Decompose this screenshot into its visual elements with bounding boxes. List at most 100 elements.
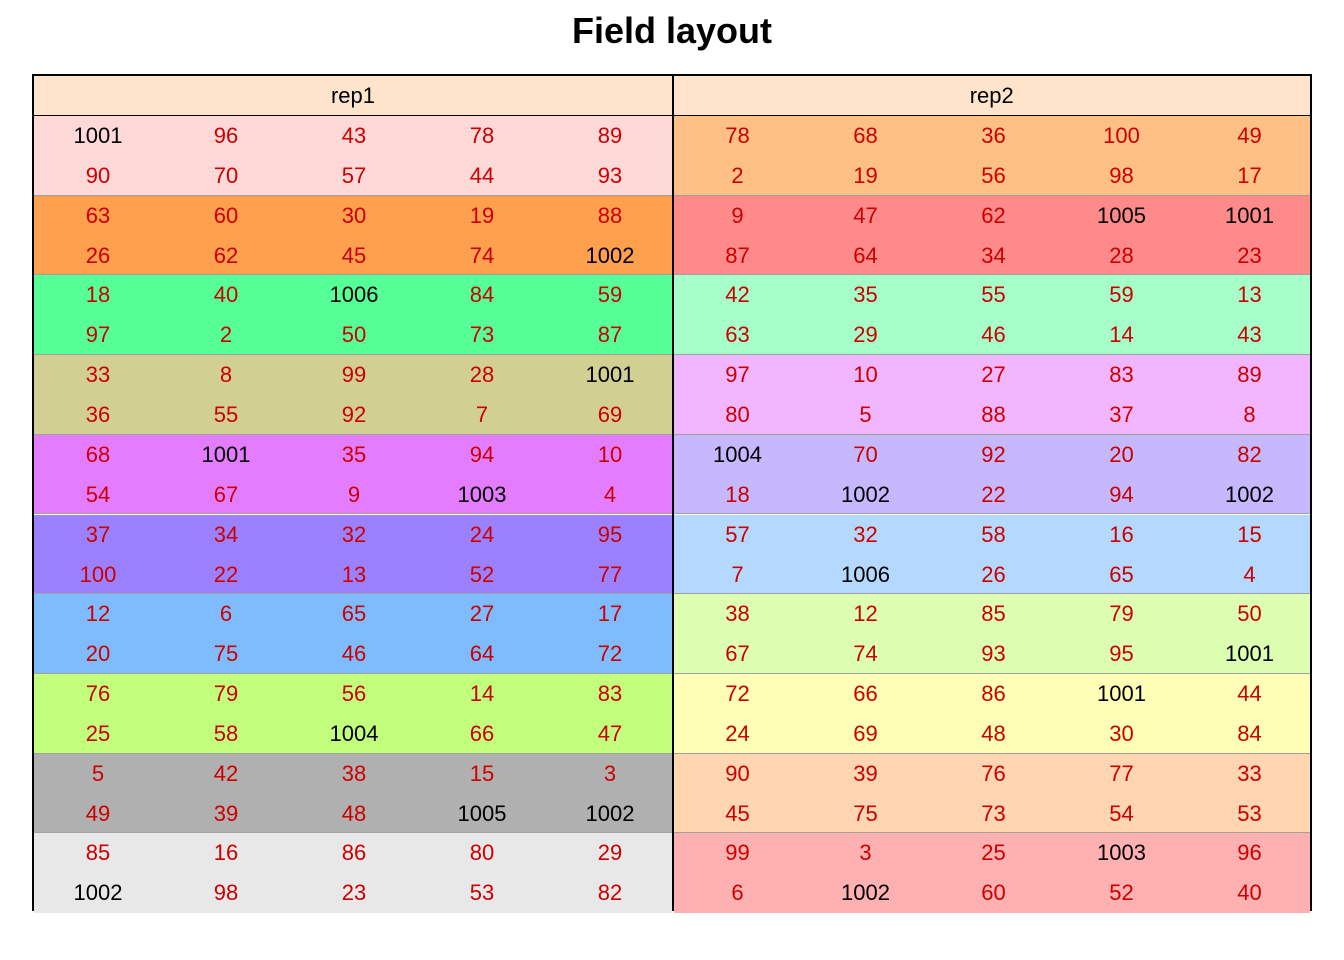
block-rep2-9: 90 39 76 77 33 45 75 73 54 53 bbox=[673, 753, 1310, 834]
block-rep2-1: 78 68 36 100 49 2 19 56 98 17 bbox=[673, 116, 1310, 196]
plot-cell: 38 bbox=[725, 601, 750, 627]
plot-cell: 27 bbox=[981, 362, 1006, 388]
plot-cell: 68 bbox=[853, 123, 878, 148]
plot-cell: 25 bbox=[981, 840, 1006, 866]
plot-cell: 74 bbox=[853, 641, 878, 667]
plot-cell: 68 bbox=[85, 441, 111, 467]
plot-cell: 85 bbox=[981, 601, 1006, 627]
plot-cell: 1005 bbox=[1097, 202, 1146, 228]
plot-cell: 1001 bbox=[585, 362, 635, 388]
plot-cell: 20 bbox=[85, 641, 111, 667]
plot-cell: 79 bbox=[1109, 601, 1134, 627]
block-rep1-3: 18 40 1006 84 59 97 2 50 73 87 bbox=[34, 275, 672, 356]
plot-cell: 67 bbox=[725, 641, 750, 667]
plot-cell: 77 bbox=[1109, 760, 1134, 786]
plot-cell: 49 bbox=[1237, 123, 1262, 148]
plot-cell: 45 bbox=[725, 800, 750, 826]
plot-cell: 40 bbox=[1237, 880, 1262, 906]
plot-cell: 75 bbox=[853, 800, 878, 826]
block-rep1-8: 76 79 56 14 83 25 58 1004 66 47 bbox=[34, 673, 672, 754]
plot-cell: 94 bbox=[469, 441, 495, 467]
plot-cell: 66 bbox=[853, 680, 878, 706]
plot-cell: 80 bbox=[725, 402, 750, 428]
plot-cell: 1002 bbox=[585, 800, 635, 826]
block-rep2-7: 38 12 85 79 50 67 74 93 95 1001 bbox=[673, 594, 1310, 674]
plot-cell: 26 bbox=[981, 561, 1006, 587]
plot-cell: 29 bbox=[597, 840, 623, 866]
plot-cell: 74 bbox=[469, 242, 495, 268]
block-rep1-1: 1001 96 43 78 89 90 70 57 44 93 bbox=[34, 116, 672, 196]
plot-cell: 56 bbox=[341, 680, 367, 706]
plot-cell: 97 bbox=[85, 322, 111, 348]
plot-cell: 22 bbox=[981, 481, 1006, 507]
plot-cell: 13 bbox=[1237, 282, 1262, 308]
plot-cell: 36 bbox=[981, 123, 1006, 148]
plot-cell: 10 bbox=[597, 441, 623, 467]
plot-cell: 6 bbox=[731, 880, 744, 906]
plot-cell: 58 bbox=[981, 521, 1006, 547]
plot-cell: 32 bbox=[853, 521, 878, 547]
plot-cell: 72 bbox=[725, 680, 750, 706]
plot-cell: 23 bbox=[341, 880, 367, 906]
plot-cell: 69 bbox=[853, 720, 878, 746]
plot-cell: 59 bbox=[597, 282, 623, 308]
plot-cell: 66 bbox=[469, 720, 495, 746]
plot-cell: 45 bbox=[341, 242, 367, 268]
plot-cell: 29 bbox=[853, 322, 878, 348]
block-rep2-2: 9 47 62 1005 1001 87 64 34 28 23 bbox=[673, 195, 1310, 276]
plot-cell: 46 bbox=[341, 641, 367, 667]
plot-cell: 78 bbox=[725, 123, 750, 148]
plot-cell: 82 bbox=[1237, 441, 1262, 467]
plot-cell: 98 bbox=[1109, 163, 1134, 188]
plot-cell: 100 bbox=[1103, 123, 1140, 148]
plot-cell: 79 bbox=[213, 680, 239, 706]
plot-cell: 1002 bbox=[585, 242, 635, 268]
plot-cell: 60 bbox=[213, 202, 239, 228]
block-rep2-4: 97 10 27 83 89 80 5 88 37 8 bbox=[673, 355, 1310, 435]
plot-cell: 96 bbox=[1237, 840, 1262, 866]
plot-cell: 59 bbox=[1109, 282, 1134, 308]
plot-cell: 24 bbox=[469, 521, 495, 547]
plot-cell: 24 bbox=[725, 720, 750, 746]
plot-cell: 48 bbox=[981, 720, 1006, 746]
plot-cell: 62 bbox=[213, 242, 239, 268]
rep-divider bbox=[672, 76, 674, 909]
plot-cell: 76 bbox=[85, 680, 111, 706]
plot-cell: 43 bbox=[1237, 322, 1262, 348]
block-rep2-6: 57 32 58 16 15 7 1006 26 65 4 bbox=[673, 514, 1310, 595]
plot-cell: 65 bbox=[341, 601, 367, 627]
plot-cell: 14 bbox=[1109, 322, 1134, 348]
plot-cell: 77 bbox=[597, 561, 623, 587]
block-rep2-3: 42 35 55 59 13 63 29 46 14 43 bbox=[673, 275, 1310, 356]
plot-cell: 42 bbox=[725, 282, 750, 308]
plot-cell: 3 bbox=[603, 760, 617, 786]
plot-cell: 36 bbox=[85, 402, 111, 428]
plot-cell: 75 bbox=[213, 641, 239, 667]
rep-header-rep2: rep2 bbox=[673, 76, 1310, 116]
plot-cell: 10 bbox=[853, 362, 878, 388]
plot-cell: 8 bbox=[1243, 402, 1256, 428]
plot-cell: 49 bbox=[85, 800, 111, 826]
plot-cell: 1004 bbox=[713, 441, 762, 467]
plot-cell: 1001 bbox=[1225, 641, 1274, 667]
plot-cell: 9 bbox=[731, 202, 744, 228]
block-rep1-4: 33 8 99 28 1001 36 55 92 7 69 bbox=[34, 355, 672, 435]
plot-cell: 32 bbox=[341, 521, 367, 547]
plot-cell: 88 bbox=[597, 202, 623, 228]
plot-cell: 28 bbox=[469, 362, 495, 388]
plot-cell: 1002 bbox=[73, 880, 123, 906]
plot-cell: 47 bbox=[853, 202, 878, 228]
block-rep2-5: 1004 70 92 20 82 18 1002 22 94 1002 bbox=[673, 434, 1310, 515]
plot-cell: 1003 bbox=[1097, 840, 1146, 866]
plot-cell: 83 bbox=[1109, 362, 1134, 388]
plot-cell: 4 bbox=[1243, 561, 1256, 587]
plot-cell: 98 bbox=[213, 880, 239, 906]
plot-cell: 84 bbox=[469, 282, 495, 308]
plot-cell: 1002 bbox=[1225, 481, 1274, 507]
plot-cell: 39 bbox=[213, 800, 239, 826]
block-rep1-9: 5 42 38 15 3 49 39 48 1005 1002 bbox=[34, 753, 672, 834]
plot-cell: 54 bbox=[1109, 800, 1134, 826]
plot-cell: 1002 bbox=[841, 481, 890, 507]
plot-cell: 50 bbox=[1237, 601, 1262, 627]
plot-cell: 1001 bbox=[1097, 680, 1146, 706]
